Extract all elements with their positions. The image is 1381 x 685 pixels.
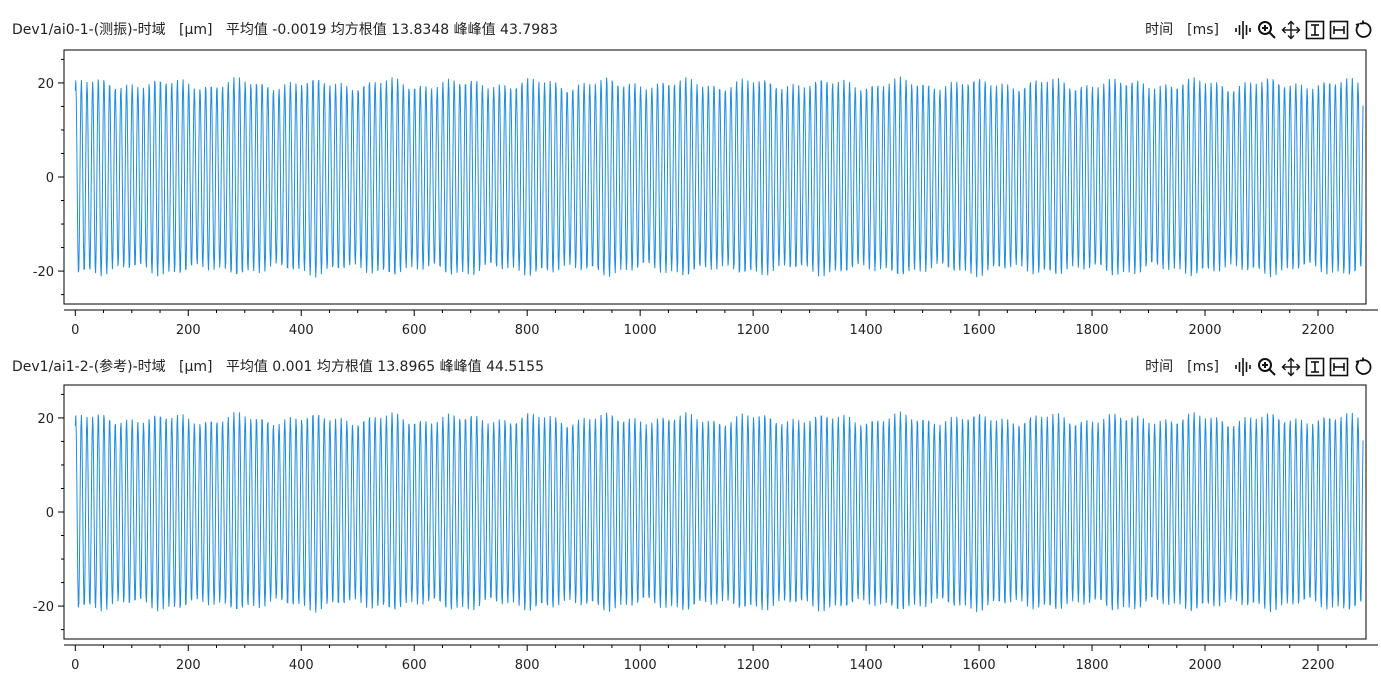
x-tick-label: 1000 — [624, 658, 657, 673]
pan-icon[interactable] — [1281, 20, 1301, 40]
x-axis-label: 时间 — [1145, 22, 1174, 38]
chart-panel-1: Dev1/ai1-2-(参考)-时域 [μm] 平均值 0.001 均方根值 1… — [0, 340, 1381, 685]
chart-toolbar: 时间 [ms] — [1145, 355, 1373, 379]
unit-label: [μm] — [179, 359, 213, 375]
series-line — [74, 411, 1364, 613]
x-tick-label: 2000 — [1188, 658, 1221, 673]
x-tick-label: 1400 — [850, 323, 883, 338]
unit-label: [μm] — [179, 22, 213, 38]
stats-text: 平均值 0.001 均方根值 13.8965 峰峰值 44.5155 — [225, 359, 544, 375]
chart-header: Dev1/ai0-1-(测振)-时域 [μm] 平均值 -0.0019 均方根值… — [0, 18, 1381, 42]
x-tick-label: 600 — [402, 658, 427, 673]
y-tick-label: -20 — [33, 265, 54, 280]
x-tick-label: 2200 — [1301, 323, 1334, 338]
x-tick-label: 1400 — [850, 658, 883, 673]
y-tick-label: -20 — [33, 600, 54, 615]
x-tick-label: 2000 — [1188, 323, 1221, 338]
x-tick-label: 400 — [289, 658, 314, 673]
pan-icon[interactable] — [1281, 357, 1301, 377]
x-unit-label: [ms] — [1187, 359, 1219, 375]
x-tick-label: 1600 — [963, 658, 996, 673]
x-tick-label: 1200 — [737, 323, 770, 338]
y-tick-label: 0 — [46, 506, 54, 521]
x-tick-label: 400 — [289, 323, 314, 338]
x-tick-label: 800 — [515, 323, 540, 338]
chart-panel-0: Dev1/ai0-1-(测振)-时域 [μm] 平均值 -0.0019 均方根值… — [0, 0, 1381, 340]
x-tick-label: 1000 — [624, 323, 657, 338]
horizontal-cursor-icon[interactable] — [1329, 20, 1349, 40]
x-tick-label: 600 — [402, 323, 427, 338]
x-tick-label: 1600 — [963, 323, 996, 338]
horizontal-cursor-icon[interactable] — [1329, 357, 1349, 377]
x-tick-label: 1800 — [1075, 323, 1108, 338]
channel-title: Dev1/ai0-1-(测振)-时域 — [12, 22, 166, 38]
y-tick-label: 20 — [37, 77, 54, 92]
x-axis-label: 时间 — [1145, 359, 1174, 375]
zoom-in-icon[interactable] — [1257, 20, 1277, 40]
channel-title: Dev1/ai1-2-(参考)-时域 — [12, 359, 166, 375]
stats-text: 平均值 -0.0019 均方根值 13.8348 峰峰值 43.7983 — [225, 22, 558, 38]
chart-toolbar: 时间 [ms] — [1145, 18, 1373, 42]
x-tick-label: 200 — [176, 658, 201, 673]
x-unit-label: [ms] — [1187, 22, 1219, 38]
chart-header: Dev1/ai1-2-(参考)-时域 [μm] 平均值 0.001 均方根值 1… — [0, 355, 1381, 379]
vertical-cursor-icon[interactable] — [1305, 20, 1325, 40]
x-tick-label: 2200 — [1301, 658, 1334, 673]
reset-icon[interactable] — [1353, 357, 1373, 377]
x-tick-label: 1200 — [737, 658, 770, 673]
x-tick-label: 200 — [176, 323, 201, 338]
chart-title-line: Dev1/ai0-1-(测振)-时域 [μm] 平均值 -0.0019 均方根值… — [12, 18, 558, 42]
vertical-cursor-icon[interactable] — [1305, 357, 1325, 377]
x-tick-label: 1800 — [1075, 658, 1108, 673]
reset-icon[interactable] — [1353, 20, 1373, 40]
y-tick-label: 20 — [37, 412, 54, 427]
chart-title-line: Dev1/ai1-2-(参考)-时域 [μm] 平均值 0.001 均方根值 1… — [12, 355, 544, 379]
waveform-icon[interactable] — [1233, 20, 1253, 40]
zoom-in-icon[interactable] — [1257, 357, 1277, 377]
x-tick-label: 800 — [515, 658, 540, 673]
x-tick-label: 0 — [71, 323, 79, 338]
waveform-icon[interactable] — [1233, 357, 1253, 377]
x-tick-label: 0 — [71, 658, 79, 673]
y-tick-label: 0 — [46, 171, 54, 186]
series-line — [74, 76, 1364, 278]
